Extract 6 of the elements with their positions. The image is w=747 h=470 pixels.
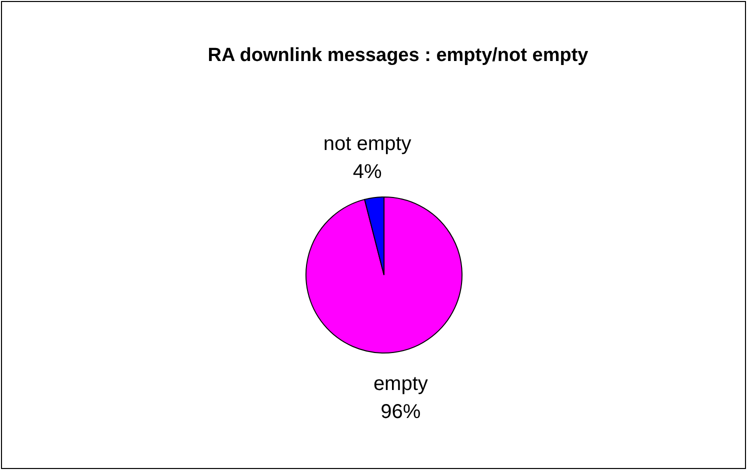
slice-label: empty (373, 372, 428, 395)
chart-title: RA downlink messages : empty/not empty (208, 45, 589, 66)
data-label: 96% (380, 400, 421, 423)
pie-slice (306, 196, 462, 354)
slice-label: not empty (323, 133, 412, 156)
data-label: 4% (352, 161, 382, 184)
